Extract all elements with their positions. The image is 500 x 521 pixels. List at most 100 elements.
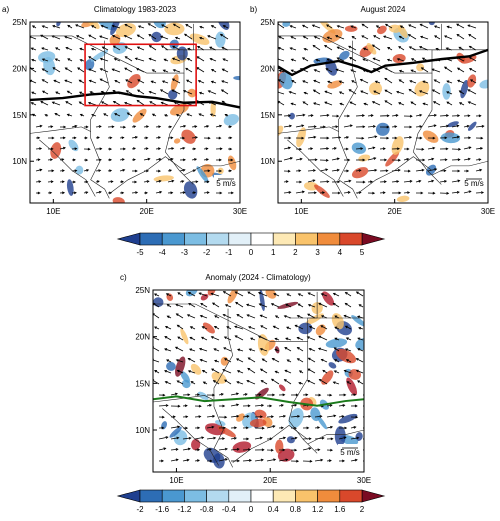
- x-tick-label: 10E: [169, 476, 183, 485]
- wind-vector: [65, 68, 72, 72]
- shading: [286, 435, 296, 444]
- map-frame: [278, 22, 488, 203]
- colorbar-label: -3: [181, 248, 189, 257]
- colorbar-end: [118, 490, 140, 502]
- wind-vector: [100, 79, 108, 83]
- y-tick-label: 20N: [12, 64, 27, 73]
- y-tick-label: 25N: [135, 286, 150, 295]
- wind-vector: [272, 379, 279, 384]
- panel-label: b): [250, 5, 257, 14]
- wind-vector: [137, 100, 144, 105]
- y-tick-label: 15N: [135, 379, 150, 388]
- border: [153, 292, 317, 341]
- shading: [231, 440, 252, 455]
- colorbar-cell: [140, 233, 162, 245]
- shading: [327, 361, 337, 370]
- colorbar-cell: [318, 490, 340, 502]
- shading: [478, 78, 494, 90]
- border: [109, 157, 184, 194]
- x-tick-label: 20E: [263, 476, 277, 485]
- x-tick-label: 20E: [140, 207, 154, 216]
- x-tick-label: 30E: [233, 207, 247, 216]
- wind-vector: [408, 35, 416, 39]
- shading: [286, 406, 307, 431]
- border: [214, 309, 233, 468]
- colorbar-cell: [184, 233, 206, 245]
- colorbar-label: -0.8: [200, 505, 214, 514]
- wind-vector: [197, 68, 204, 72]
- wind-vector: [149, 46, 156, 50]
- shading: [416, 63, 424, 71]
- colorbar-cell: [295, 490, 317, 502]
- wind-vector: [248, 368, 255, 373]
- shading: [314, 322, 328, 337]
- colorbar-cell: [207, 490, 229, 502]
- colorbar-end: [118, 233, 140, 245]
- shading: [90, 48, 110, 63]
- colorbar-label: 1.2: [312, 505, 324, 514]
- shading: [350, 165, 370, 181]
- colorbar-cell: [273, 233, 295, 245]
- shading: [282, 20, 291, 28]
- ref-vector-label: 5 m/s: [464, 179, 484, 188]
- colorbar-label: -2: [203, 248, 211, 257]
- wind-vector: [469, 34, 476, 39]
- wind-vector: [222, 90, 228, 94]
- wind-vector: [236, 302, 243, 307]
- colorbar-label: -4: [159, 248, 167, 257]
- panel-title: Climatology 1983-2023: [94, 5, 177, 14]
- colorbar-cell: [251, 490, 273, 502]
- shading: [350, 314, 368, 329]
- x-tick-label: 20E: [388, 207, 402, 216]
- colorbar-cell: [318, 233, 340, 245]
- wind-vector: [235, 336, 243, 340]
- shading: [278, 383, 287, 392]
- border: [30, 127, 91, 133]
- colorbar-cell: [273, 490, 295, 502]
- shading: [67, 138, 81, 153]
- wind-vector-head: [368, 405, 370, 407]
- colorbar-cell: [229, 490, 251, 502]
- x-tick-label: 30E: [357, 476, 371, 485]
- shading: [357, 153, 370, 162]
- shading: [354, 336, 373, 351]
- colorbar-cell: [162, 490, 184, 502]
- wind-vector: [319, 336, 327, 340]
- y-tick-label: 20N: [135, 333, 150, 342]
- shading: [233, 76, 244, 80]
- colorbar-label: -2: [136, 505, 144, 514]
- border: [357, 157, 432, 194]
- wind-vector: [457, 34, 464, 39]
- wind-vector: [308, 369, 315, 373]
- shading: [215, 31, 226, 48]
- wind-vector: [357, 292, 363, 296]
- shading: [130, 107, 148, 125]
- shading: [257, 333, 271, 356]
- ref-vector-label: 5 m/s: [216, 179, 236, 188]
- ref-vector-label: 5 m/s: [340, 448, 360, 457]
- border: [432, 161, 488, 175]
- shading: [182, 180, 200, 201]
- shading: [160, 420, 168, 430]
- colorbar-cell: [295, 233, 317, 245]
- wind-vector: [162, 46, 168, 50]
- panel-title: Anomaly (2024 - Climatology): [205, 273, 311, 282]
- wind-vector: [325, 45, 332, 50]
- shading: [294, 126, 308, 148]
- colorbar-label: 0.8: [290, 505, 302, 514]
- shading: [337, 412, 358, 426]
- wind-vector: [385, 101, 392, 105]
- shading: [375, 121, 391, 137]
- shading: [368, 81, 383, 96]
- shading: [109, 106, 131, 124]
- colorbar-cell: [340, 233, 362, 245]
- colorbar-label: 0: [249, 248, 254, 257]
- wind-vector: [197, 57, 204, 61]
- y-tick-label: 25N: [12, 18, 27, 27]
- y-tick-label: 10N: [135, 426, 150, 435]
- wind-vector: [468, 90, 476, 94]
- shading: [442, 83, 451, 100]
- y-tick-label: 10N: [260, 157, 275, 166]
